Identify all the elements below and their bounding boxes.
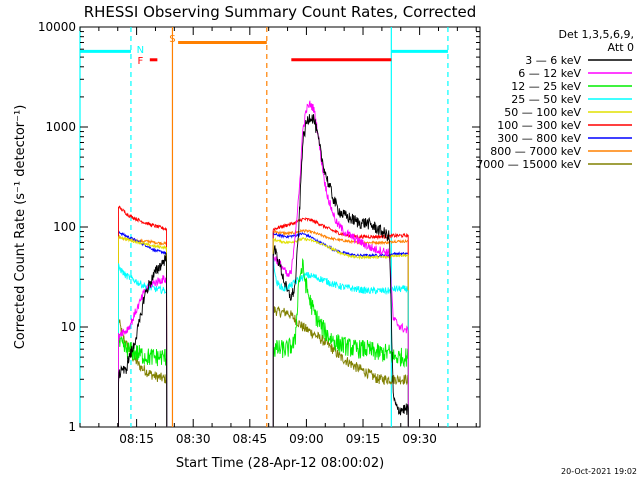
series-path: [272, 228, 409, 428]
series-line: [118, 228, 409, 428]
series-line: [118, 100, 409, 428]
y-tick-label: 10000: [38, 20, 76, 34]
legend-header-2: Att 0: [608, 41, 634, 54]
legend-label: 100 — 300 keV: [497, 119, 581, 132]
legend-label: 7000 — 15000 keV: [476, 158, 581, 171]
x-axis-label: Start Time (28-Apr-12 08:00:02): [176, 456, 384, 471]
y-ticks: 1 10 100 1000 10000: [38, 20, 480, 434]
series-path: [118, 275, 168, 428]
x-tick-label: 09:00: [289, 432, 324, 446]
y-axis-label: Corrected Count Rate (s⁻¹ detector⁻¹): [13, 105, 28, 350]
series-path: [272, 257, 409, 428]
interval-letter: N: [137, 45, 144, 56]
x-tick-label: 09:30: [402, 432, 437, 446]
y-tick-label: 10: [61, 320, 76, 334]
series-path: [118, 317, 168, 428]
series-path: [272, 217, 409, 428]
series-line: [118, 205, 409, 428]
series-path: [272, 236, 409, 428]
legend-label: 25 — 50 keV: [511, 93, 581, 106]
series-path: [272, 114, 409, 428]
interval-letter: S: [169, 34, 175, 45]
series-line: [118, 230, 409, 428]
x-ticks: 08:15 08:30 08:45 09:00 09:15 09:30: [79, 27, 477, 446]
series-path: [118, 333, 168, 428]
annotations: NF S: [79, 27, 449, 427]
legend-label: 12 — 25 keV: [511, 80, 581, 93]
series-group: [118, 100, 409, 428]
interval-letter: F: [137, 56, 143, 67]
y-tick-label: 1: [68, 420, 76, 434]
timestamp: 20-Oct-2021 19:02: [561, 467, 637, 476]
legend-label: 300 — 800 keV: [497, 132, 581, 145]
legend-label: 3 — 6 keV: [525, 54, 581, 67]
x-tick-label: 08:45: [233, 432, 268, 446]
series-path: [118, 235, 168, 428]
legend-label: 800 — 7000 keV: [490, 145, 581, 158]
chart-title: RHESSI Observing Summary Count Rates, Co…: [84, 3, 477, 21]
series-path: [118, 230, 168, 428]
series-path: [118, 263, 168, 428]
series-path: [118, 252, 168, 428]
series-line: [118, 257, 409, 428]
series-path: [272, 305, 409, 428]
series-line: [118, 235, 409, 428]
legend-label: 50 — 100 keV: [504, 106, 581, 119]
x-tick-label: 08:15: [119, 432, 154, 446]
x-tick-label: 08:30: [176, 432, 211, 446]
legend-label: 6 — 12 keV: [518, 67, 581, 80]
legend-header-1: Det 1,3,5,6,9,: [558, 28, 634, 41]
y-tick-label: 100: [53, 220, 76, 234]
series-path: [118, 205, 168, 428]
series-path: [272, 232, 409, 428]
y-tick-label: 1000: [45, 120, 76, 134]
series-line: [118, 305, 409, 428]
series-path: [272, 100, 409, 428]
series-line: [118, 114, 409, 428]
x-tick-label: 09:15: [346, 432, 381, 446]
